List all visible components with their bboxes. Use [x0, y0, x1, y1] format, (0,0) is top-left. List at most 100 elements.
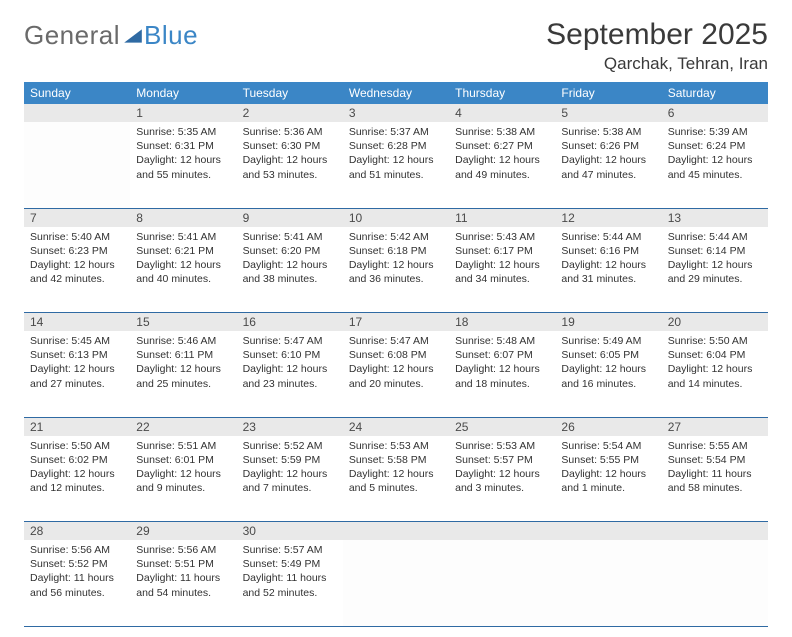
- sunrise-text: Sunrise: 5:44 AM: [668, 230, 762, 244]
- day-number-cell: 18: [449, 313, 555, 332]
- sunset-text: Sunset: 5:58 PM: [349, 453, 443, 467]
- day-content-cell: Sunrise: 5:53 AMSunset: 5:58 PMDaylight:…: [343, 436, 449, 522]
- day-content-cell: Sunrise: 5:42 AMSunset: 6:18 PMDaylight:…: [343, 227, 449, 313]
- daylight-text: and 51 minutes.: [349, 168, 443, 182]
- daylight-text: and 55 minutes.: [136, 168, 230, 182]
- day-content-cell: Sunrise: 5:52 AMSunset: 5:59 PMDaylight:…: [237, 436, 343, 522]
- daylight-text: and 56 minutes.: [30, 586, 124, 600]
- daylight-text: Daylight: 12 hours: [243, 467, 337, 481]
- daylight-text: Daylight: 12 hours: [455, 362, 549, 376]
- day-content-row: Sunrise: 5:56 AMSunset: 5:52 PMDaylight:…: [24, 540, 768, 626]
- sunset-text: Sunset: 6:28 PM: [349, 139, 443, 153]
- day-number-cell: [343, 522, 449, 541]
- sunset-text: Sunset: 5:49 PM: [243, 557, 337, 571]
- daylight-text: Daylight: 12 hours: [136, 467, 230, 481]
- daylight-text: and 54 minutes.: [136, 586, 230, 600]
- month-title: September 2025: [546, 18, 768, 52]
- day-number-cell: [449, 522, 555, 541]
- daylight-text: and 47 minutes.: [561, 168, 655, 182]
- day-content-row: Sunrise: 5:40 AMSunset: 6:23 PMDaylight:…: [24, 227, 768, 313]
- sunset-text: Sunset: 5:51 PM: [136, 557, 230, 571]
- sunrise-text: Sunrise: 5:53 AM: [455, 439, 549, 453]
- sunset-text: Sunset: 6:13 PM: [30, 348, 124, 362]
- day-number-cell: 7: [24, 208, 130, 227]
- daylight-text: and 20 minutes.: [349, 377, 443, 391]
- day-content-cell: [343, 540, 449, 626]
- sunrise-text: Sunrise: 5:39 AM: [668, 125, 762, 139]
- sunrise-text: Sunrise: 5:35 AM: [136, 125, 230, 139]
- sunrise-text: Sunrise: 5:56 AM: [136, 543, 230, 557]
- daylight-text: Daylight: 12 hours: [243, 258, 337, 272]
- sunrise-text: Sunrise: 5:41 AM: [243, 230, 337, 244]
- day-content-row: Sunrise: 5:35 AMSunset: 6:31 PMDaylight:…: [24, 122, 768, 208]
- sunset-text: Sunset: 6:17 PM: [455, 244, 549, 258]
- day-number-cell: 11: [449, 208, 555, 227]
- daylight-text: Daylight: 11 hours: [30, 571, 124, 585]
- calendar-page: General Blue September 2025 Qarchak, Teh…: [0, 0, 792, 637]
- daylight-text: Daylight: 12 hours: [561, 362, 655, 376]
- daylight-text: and 7 minutes.: [243, 481, 337, 495]
- daylight-text: Daylight: 11 hours: [668, 467, 762, 481]
- day-number-cell: 5: [555, 104, 661, 122]
- daylight-text: and 5 minutes.: [349, 481, 443, 495]
- day-content-cell: Sunrise: 5:38 AMSunset: 6:27 PMDaylight:…: [449, 122, 555, 208]
- sunset-text: Sunset: 6:02 PM: [30, 453, 124, 467]
- daylight-text: Daylight: 12 hours: [30, 467, 124, 481]
- day-number-cell: 22: [130, 417, 236, 436]
- day-number-cell: 1: [130, 104, 236, 122]
- day-number-cell: 29: [130, 522, 236, 541]
- daylight-text: and 40 minutes.: [136, 272, 230, 286]
- sunrise-text: Sunrise: 5:38 AM: [455, 125, 549, 139]
- day-content-cell: Sunrise: 5:49 AMSunset: 6:05 PMDaylight:…: [555, 331, 661, 417]
- daylight-text: Daylight: 12 hours: [455, 467, 549, 481]
- weekday-header: Sunday: [24, 82, 130, 104]
- day-number-row: 123456: [24, 104, 768, 122]
- sunset-text: Sunset: 6:27 PM: [455, 139, 549, 153]
- day-content-cell: Sunrise: 5:48 AMSunset: 6:07 PMDaylight:…: [449, 331, 555, 417]
- calendar-table: Sunday Monday Tuesday Wednesday Thursday…: [24, 82, 768, 627]
- sunset-text: Sunset: 6:30 PM: [243, 139, 337, 153]
- sunset-text: Sunset: 6:10 PM: [243, 348, 337, 362]
- daylight-text: Daylight: 11 hours: [243, 571, 337, 585]
- day-number-cell: 10: [343, 208, 449, 227]
- day-content-cell: Sunrise: 5:36 AMSunset: 6:30 PMDaylight:…: [237, 122, 343, 208]
- sunrise-text: Sunrise: 5:38 AM: [561, 125, 655, 139]
- sunset-text: Sunset: 5:55 PM: [561, 453, 655, 467]
- sunrise-text: Sunrise: 5:48 AM: [455, 334, 549, 348]
- sunset-text: Sunset: 6:04 PM: [668, 348, 762, 362]
- sunset-text: Sunset: 6:20 PM: [243, 244, 337, 258]
- sunrise-text: Sunrise: 5:42 AM: [349, 230, 443, 244]
- day-number-cell: [24, 104, 130, 122]
- day-content-cell: Sunrise: 5:56 AMSunset: 5:51 PMDaylight:…: [130, 540, 236, 626]
- daylight-text: and 27 minutes.: [30, 377, 124, 391]
- daylight-text: Daylight: 12 hours: [668, 362, 762, 376]
- day-number-cell: [662, 522, 768, 541]
- day-number-row: 14151617181920: [24, 313, 768, 332]
- daylight-text: and 23 minutes.: [243, 377, 337, 391]
- day-number-cell: 6: [662, 104, 768, 122]
- sunrise-text: Sunrise: 5:50 AM: [30, 439, 124, 453]
- day-content-cell: Sunrise: 5:47 AMSunset: 6:08 PMDaylight:…: [343, 331, 449, 417]
- day-content-cell: Sunrise: 5:54 AMSunset: 5:55 PMDaylight:…: [555, 436, 661, 522]
- weekday-header: Thursday: [449, 82, 555, 104]
- daylight-text: and 52 minutes.: [243, 586, 337, 600]
- day-content-cell: Sunrise: 5:51 AMSunset: 6:01 PMDaylight:…: [130, 436, 236, 522]
- daylight-text: and 9 minutes.: [136, 481, 230, 495]
- title-block: September 2025 Qarchak, Tehran, Iran: [546, 18, 768, 74]
- sunrise-text: Sunrise: 5:50 AM: [668, 334, 762, 348]
- daylight-text: Daylight: 12 hours: [349, 362, 443, 376]
- daylight-text: and 3 minutes.: [455, 481, 549, 495]
- day-content-cell: Sunrise: 5:38 AMSunset: 6:26 PMDaylight:…: [555, 122, 661, 208]
- daylight-text: and 12 minutes.: [30, 481, 124, 495]
- daylight-text: Daylight: 12 hours: [349, 467, 443, 481]
- sunrise-text: Sunrise: 5:47 AM: [243, 334, 337, 348]
- sunset-text: Sunset: 6:01 PM: [136, 453, 230, 467]
- daylight-text: and 25 minutes.: [136, 377, 230, 391]
- day-number-cell: 12: [555, 208, 661, 227]
- day-content-cell: Sunrise: 5:40 AMSunset: 6:23 PMDaylight:…: [24, 227, 130, 313]
- daylight-text: Daylight: 12 hours: [136, 258, 230, 272]
- sunset-text: Sunset: 5:54 PM: [668, 453, 762, 467]
- day-number-cell: 26: [555, 417, 661, 436]
- day-number-cell: 28: [24, 522, 130, 541]
- day-number-cell: 13: [662, 208, 768, 227]
